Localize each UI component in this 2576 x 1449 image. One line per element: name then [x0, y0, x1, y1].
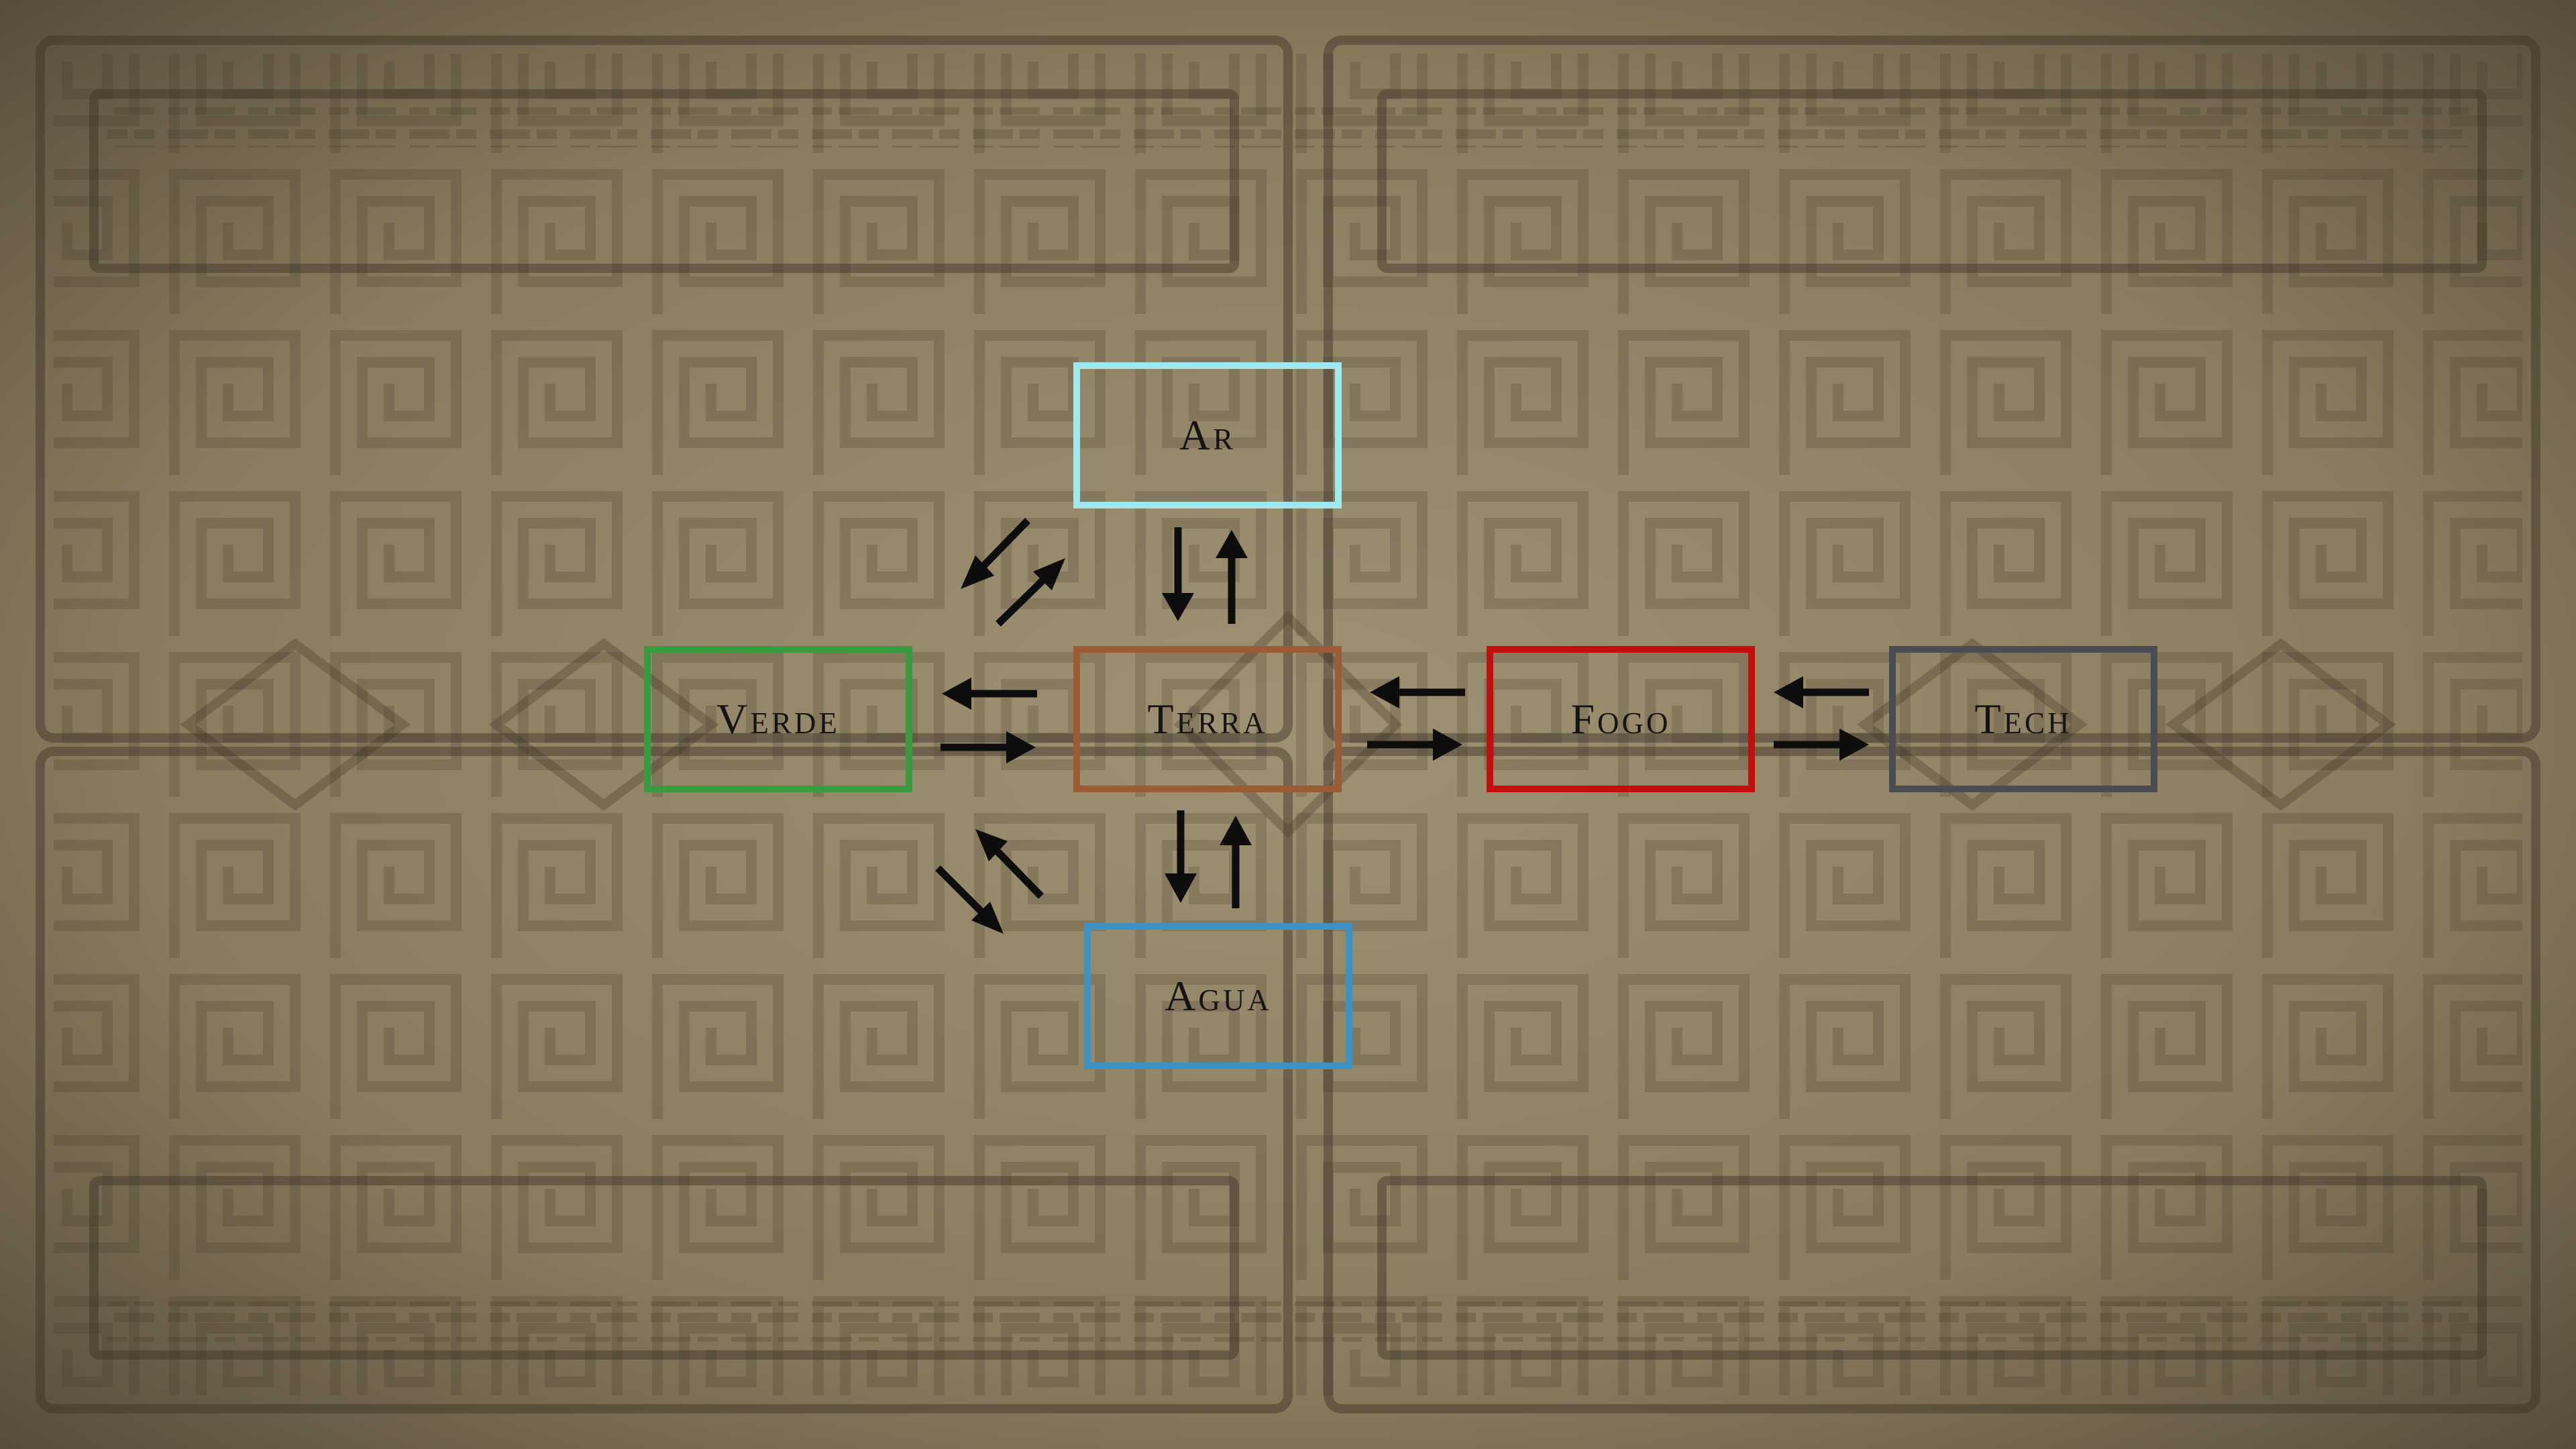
node-agua-label: Agua — [1165, 972, 1272, 1020]
node-ar: Ar — [1073, 362, 1342, 508]
stripe-band-top — [107, 107, 2469, 148]
diamond-motifs — [180, 610, 2396, 839]
node-ar-label: Ar — [1179, 411, 1236, 459]
arrow-pair-terra-agua — [1165, 810, 1252, 908]
node-terra: Terra — [1073, 646, 1342, 792]
decorative-frame — [36, 36, 2540, 1413]
meander-pattern — [54, 54, 2522, 1395]
arrow-pair-verde-terra — [941, 678, 1037, 763]
arrows — [935, 518, 1869, 934]
node-agua: Agua — [1084, 923, 1352, 1069]
arrow-pair-terra-fogo — [1367, 676, 1465, 761]
node-fogo-label: Fogo — [1570, 695, 1671, 743]
arrow-pair-fogo-tech — [1774, 676, 1869, 761]
node-verde-label: Verde — [716, 695, 840, 743]
stripe-band-bottom — [107, 1301, 2469, 1342]
node-tech: Tech — [1889, 646, 2157, 792]
arrow-pair-terra-ar — [1162, 527, 1248, 624]
node-terra-label: Terra — [1147, 695, 1268, 743]
arrow-pair-verde-agua — [935, 829, 1044, 934]
node-verde: Verde — [644, 646, 912, 792]
node-tech-label: Tech — [1974, 695, 2072, 743]
arrow-pair-verde-ar — [961, 518, 1065, 627]
node-fogo: Fogo — [1487, 646, 1755, 792]
